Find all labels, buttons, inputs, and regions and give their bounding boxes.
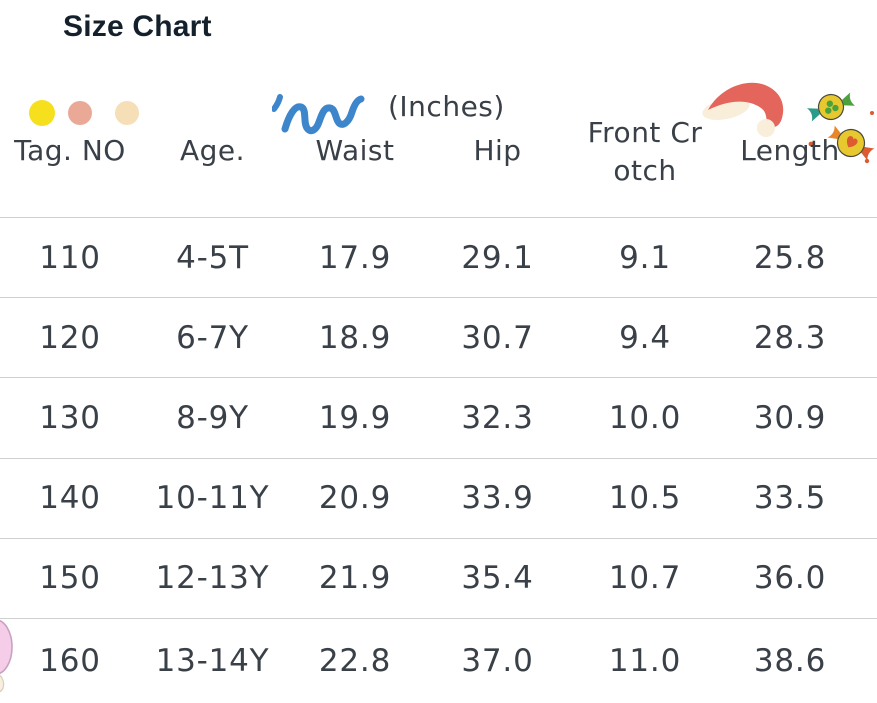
cell-tag-no: 140 [39, 480, 101, 517]
cell-age: 13-14Y [155, 643, 270, 680]
cell-length: 38.6 [753, 643, 827, 680]
cell-length: 30.9 [753, 399, 827, 436]
balloon-foot [0, 674, 5, 693]
cell-hip: 32.3 [461, 399, 534, 436]
three-dots-icon [29, 100, 139, 126]
cell-age: 10-11Y [155, 480, 270, 517]
column-header-hip: Hip [473, 134, 522, 167]
cell-tag-no: 130 [39, 399, 101, 436]
column-header-front-crotch: Front Cr otch [570, 114, 720, 190]
squiggle-icon [272, 94, 365, 135]
cell-tag-no: 110 [39, 239, 101, 276]
cell-front-crotch: 11.0 [608, 643, 682, 680]
cell-waist: 19.9 [318, 399, 392, 436]
page-title: Size Chart [63, 10, 212, 43]
cell-hip: 37.0 [461, 643, 534, 680]
cell-age: 4-5T [176, 239, 249, 276]
sparkle-dot [808, 141, 814, 147]
candy-green [806, 92, 856, 122]
clover-dot [832, 104, 839, 112]
candy-orange [827, 125, 875, 161]
yellow-dot-icon [29, 100, 55, 126]
cell-front-crotch: 10.0 [608, 399, 682, 436]
santa-hat-icon [702, 82, 784, 137]
front-crotch-line2: otch [613, 154, 677, 187]
column-header-length: Length [740, 134, 840, 167]
squiggle-tick [272, 94, 283, 112]
cell-length: 28.3 [753, 319, 827, 356]
cell-length: 36.0 [753, 560, 827, 597]
cell-length: 25.8 [753, 239, 827, 276]
balloon-icon [0, 619, 13, 693]
pink-dot-icon [68, 101, 92, 125]
cell-front-crotch: 9.4 [619, 319, 671, 356]
cell-waist: 22.8 [318, 643, 392, 680]
table-row: 110 4-5T 17.9 29.1 9.1 25.8 [0, 217, 877, 297]
cell-waist: 20.9 [318, 480, 392, 517]
squiggle-stroke [281, 95, 365, 135]
column-header-waist: Waist [315, 134, 395, 167]
cell-tag-no: 160 [39, 643, 101, 680]
table-row: 140 10-11Y 20.9 33.9 10.5 33.5 [0, 457, 877, 538]
size-table: 110 4-5T 17.9 29.1 9.1 25.8 120 6-7Y 18.… [0, 217, 877, 703]
candy-wrapper-left [827, 125, 842, 140]
cell-waist: 18.9 [318, 319, 392, 356]
clover-dot [825, 107, 832, 114]
balloon-body [0, 619, 13, 675]
sparkle-dot [864, 158, 870, 164]
cell-age: 8-9Y [176, 399, 249, 436]
table-row: 120 6-7Y 18.9 30.7 9.4 28.3 [0, 297, 877, 377]
table-row: 160 13-14Y 22.8 37.0 11.0 38.6 [0, 617, 877, 703]
front-crotch-line1: Front Cr [587, 116, 703, 149]
candy-wrapper-right [842, 92, 856, 106]
hat-body [708, 82, 784, 128]
cell-age: 12-13Y [155, 560, 270, 597]
column-header-tag-no: Tag. NO [14, 134, 126, 167]
cell-age: 6-7Y [176, 319, 249, 356]
cell-tag-no: 150 [39, 560, 101, 597]
column-header-age: Age. [179, 134, 246, 167]
candy-heart [846, 136, 858, 148]
cell-waist: 17.9 [318, 239, 392, 276]
cell-length: 33.5 [753, 480, 827, 517]
table-row: 150 12-13Y 21.9 35.4 10.7 36.0 [0, 537, 877, 618]
candy-wrapper-left [806, 108, 820, 122]
cell-hip: 29.1 [461, 239, 534, 276]
cell-front-crotch: 9.1 [619, 239, 671, 276]
sparkle-dot [870, 111, 874, 115]
clover-dot [826, 100, 834, 107]
cell-hip: 35.4 [461, 560, 534, 597]
cell-front-crotch: 10.5 [608, 480, 682, 517]
table-row: 130 8-9Y 19.9 32.3 10.0 30.9 [0, 377, 877, 457]
units-label: (Inches) [388, 90, 505, 123]
cell-hip: 30.7 [461, 319, 534, 356]
cell-hip: 33.9 [461, 480, 534, 517]
candies-icon [806, 92, 875, 164]
cell-waist: 21.9 [318, 560, 392, 597]
cream-dot-icon [115, 101, 139, 125]
candy-body [817, 93, 845, 121]
hat-pompom [757, 119, 775, 137]
cell-tag-no: 120 [39, 319, 101, 356]
table-header-row: Tag. NO Age. Waist Hip Front Cr otch Len… [0, 85, 877, 187]
cell-front-crotch: 10.7 [608, 560, 682, 597]
candy-wrapper-right [860, 146, 875, 161]
